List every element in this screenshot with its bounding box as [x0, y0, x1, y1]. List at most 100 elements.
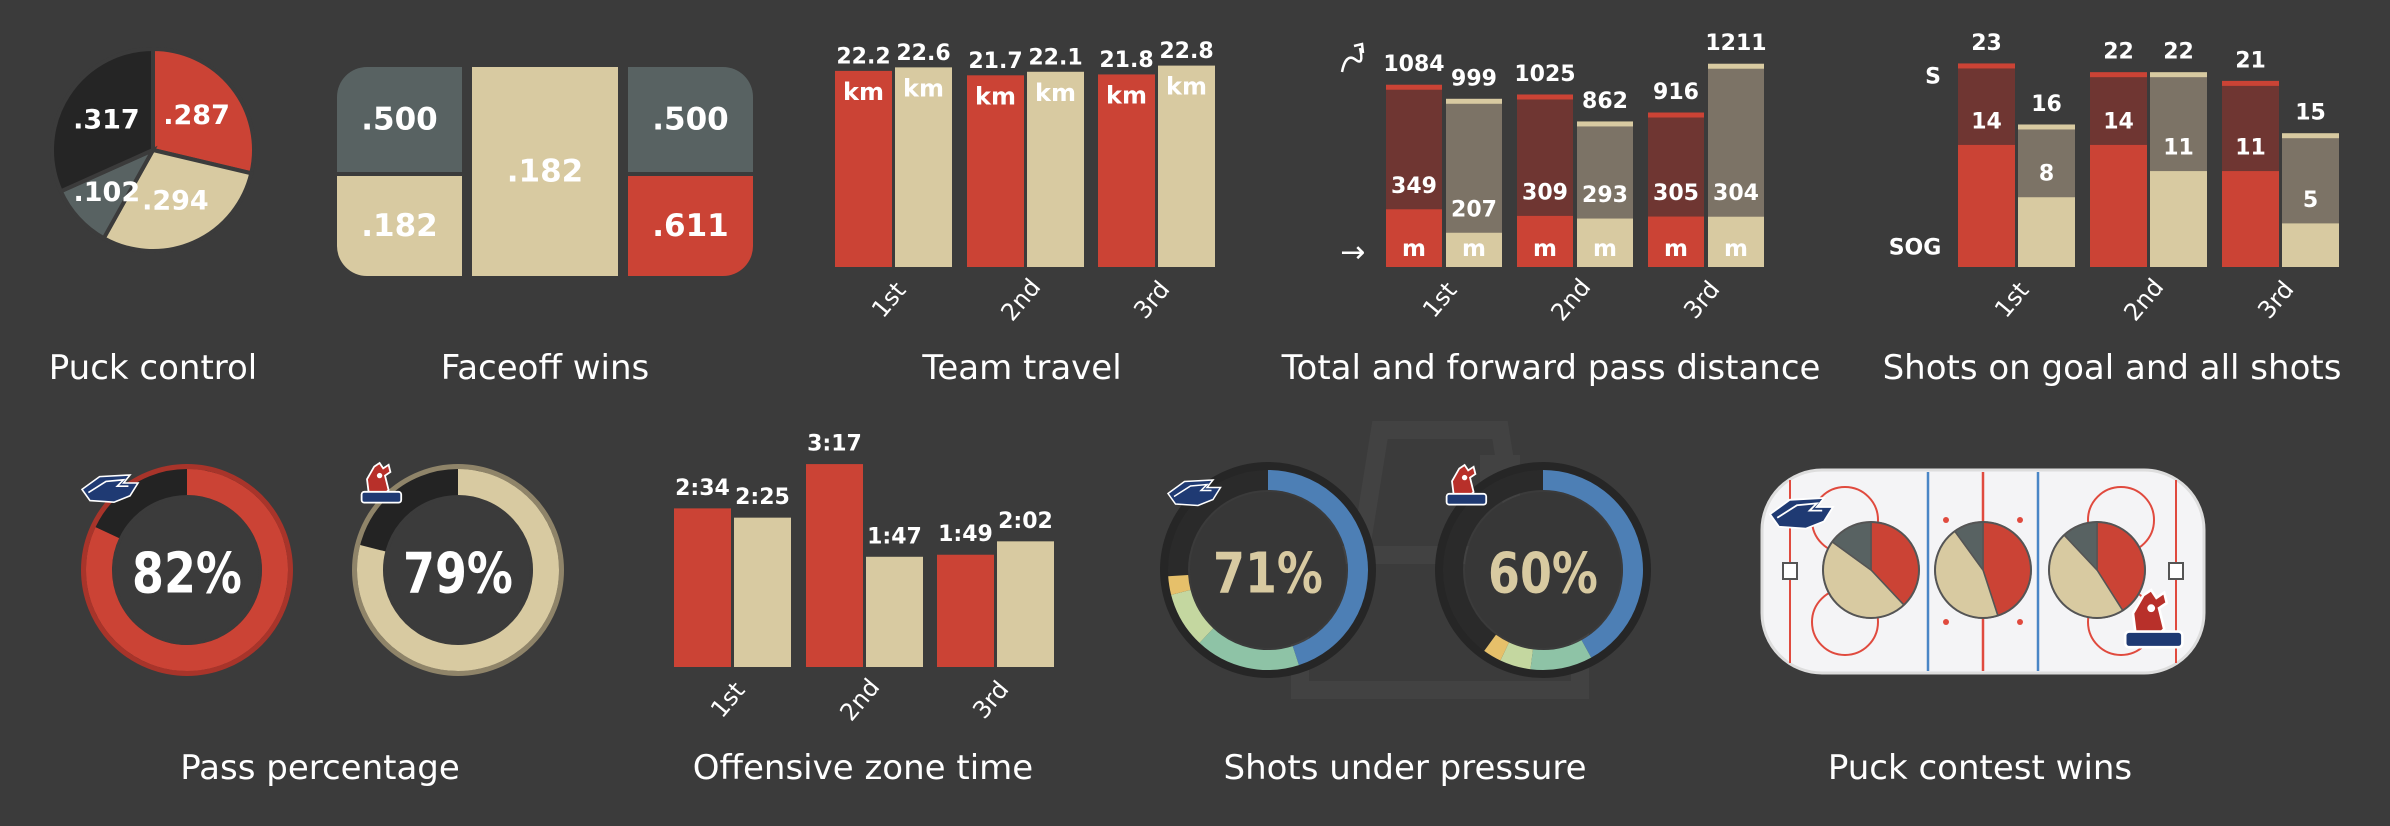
zone-time-bar	[937, 554, 994, 667]
pass-total-label: 1025	[1514, 62, 1575, 87]
pass-forward-bar	[1517, 215, 1573, 267]
shots-all-label: 22	[2103, 40, 2134, 65]
team-travel-unit-label: km	[1166, 73, 1207, 101]
zone-time-value-label: 2:25	[735, 485, 790, 510]
team-travel-bar	[1098, 74, 1155, 267]
faceoff-wins-chart: .500 .182 .182 .500 .611	[337, 67, 753, 276]
pass-total-cap	[1446, 98, 1502, 104]
zone-time-bar	[734, 517, 791, 667]
team-travel-value-label: 21.8	[1099, 48, 1153, 73]
pressure-ring-segment	[1199, 628, 1299, 670]
pass-total-label: 999	[1451, 66, 1497, 91]
team-travel-bar	[1027, 71, 1084, 268]
puck-control-title: Puck control	[48, 348, 258, 388]
shots-sog-label: 11	[2235, 136, 2266, 161]
shots-sog-label: 11	[2163, 136, 2194, 161]
faceoff-cell-label: .611	[652, 208, 729, 244]
pass-forward-label: 305	[1653, 181, 1699, 206]
shots-under-pressure-chart: 71% 60%	[1160, 421, 1651, 699]
puck-contest-pie-outline	[1822, 521, 1920, 619]
shots-sog-label: 5	[2303, 188, 2318, 213]
pass-ring-arc	[357, 469, 559, 671]
puck-control-slice	[151, 46, 256, 176]
shots-all-cap	[2222, 80, 2279, 86]
pass-forward-label: 293	[1582, 183, 1628, 208]
wild-wings-logo-icon	[80, 474, 140, 504]
faceoff-wins-title: Faceoff wins	[440, 348, 650, 388]
team-travel-value-label: 22.8	[1159, 39, 1213, 64]
team-travel-unit-label: km	[903, 74, 944, 102]
team-travel-bar	[1158, 65, 1215, 267]
pass-distance-title: Total and forward pass distance	[1281, 348, 1821, 388]
pass-total-cap	[1517, 94, 1573, 100]
team-travel-value-label: 22.6	[896, 41, 950, 66]
pass-unit-label: m	[1664, 236, 1688, 262]
zone-time-tick-label: 2nd	[834, 673, 885, 726]
pass-total-label: 1211	[1705, 31, 1766, 56]
pass-percentage-chart: 82% 79%	[80, 461, 564, 676]
shots-chart: 23 14 16 8 1st 22 14 22 11 2nd 21 11 15 5 3rd S SOG	[1889, 31, 2339, 326]
shots-all-cap	[2150, 72, 2207, 78]
pass-unit-label: m	[1462, 236, 1486, 262]
zone-time-value-label: 3:17	[807, 432, 862, 457]
pass-forward-label: 349	[1391, 174, 1437, 199]
faceoff-dot	[2017, 619, 2023, 625]
puck-contest-wins-title: Puck contest wins	[1827, 748, 2133, 788]
puck-contest-pie	[1822, 521, 1920, 619]
roosters-logo-icon	[1445, 463, 1488, 506]
pass-unit-label: m	[1724, 236, 1748, 262]
pass-ring-arc	[86, 469, 288, 671]
shots-all-label: 23	[1971, 31, 2002, 56]
pressure-ring-segment	[1267, 470, 1368, 666]
pass-forward-bar	[1386, 209, 1442, 267]
pass-percentage-title: Pass percentage	[180, 748, 460, 788]
offensive-zone-time-chart: 2:34 2:25 1st 3:17 1:47 2nd 1:492:02 3rd	[674, 432, 1054, 726]
wild-wings-logo-icon	[1768, 496, 1835, 530]
zone-time-value-label: 2:34	[675, 476, 730, 501]
shots-all-label: 22	[2163, 40, 2194, 65]
pressure-ring: 71%	[1160, 462, 1376, 678]
team-travel-unit-label: km	[1106, 81, 1147, 109]
pass-forward-bar	[1577, 218, 1633, 267]
shots-sog-bar	[2018, 197, 2075, 267]
faceoff-cell-label: .182	[361, 208, 438, 244]
pressure-ring-center	[1465, 492, 1621, 648]
shots-all-cap	[1958, 63, 2015, 69]
pass-percentage-value: 79%	[403, 541, 513, 607]
puck-contest-wins-chart	[1760, 468, 2206, 675]
team-travel-value-label: 22.1	[1028, 45, 1082, 70]
pass-unit-label: m	[1533, 236, 1557, 262]
faceoff-cell	[337, 176, 462, 276]
shots-all-label: 15	[2295, 101, 2326, 126]
faceoff-cell	[628, 67, 753, 172]
pressure-ring-outline	[1435, 462, 1651, 678]
shots-all-cap	[2018, 124, 2075, 130]
team-travel-value-label: 21.7	[968, 49, 1022, 74]
shots-all-label: 16	[2031, 92, 2062, 117]
team-travel-bar	[967, 75, 1024, 267]
pass-ring-center	[115, 498, 259, 642]
pass-percentage-value: 82%	[132, 541, 242, 607]
pressure-ring-segment	[1500, 642, 1534, 670]
puck-control-slice-label: .287	[163, 100, 230, 131]
pass-total-label: 1084	[1383, 52, 1444, 77]
pass-ring-outline	[81, 464, 293, 676]
team-travel-chart: 22.2 km 22.6 km 1st 21.7 km 22.1 km 2nd 21.8 km 22.8…	[835, 39, 1215, 326]
offensive-zone-time-title: Offensive zone time	[692, 748, 1034, 788]
zone-time-bar	[997, 541, 1054, 667]
zone-time-value-label: 2:02	[998, 509, 1053, 534]
pass-forward-label: 304	[1713, 181, 1759, 206]
puck-contest-pie-outline	[2048, 521, 2146, 619]
forward-arrow-icon: →	[1340, 235, 1365, 270]
pressure-ring-outline	[1160, 462, 1376, 678]
pass-distance-tick-label: 1st	[1417, 277, 1462, 323]
team-travel-bar	[835, 70, 892, 268]
team-travel-tick-label: 1st	[866, 277, 911, 323]
faceoff-cell	[337, 67, 462, 172]
roosters-logo-icon	[2123, 588, 2184, 649]
team-travel-value-label: 22.2	[836, 44, 890, 69]
pass-forward-bar	[1446, 232, 1502, 267]
pass-ring-center	[386, 498, 530, 642]
